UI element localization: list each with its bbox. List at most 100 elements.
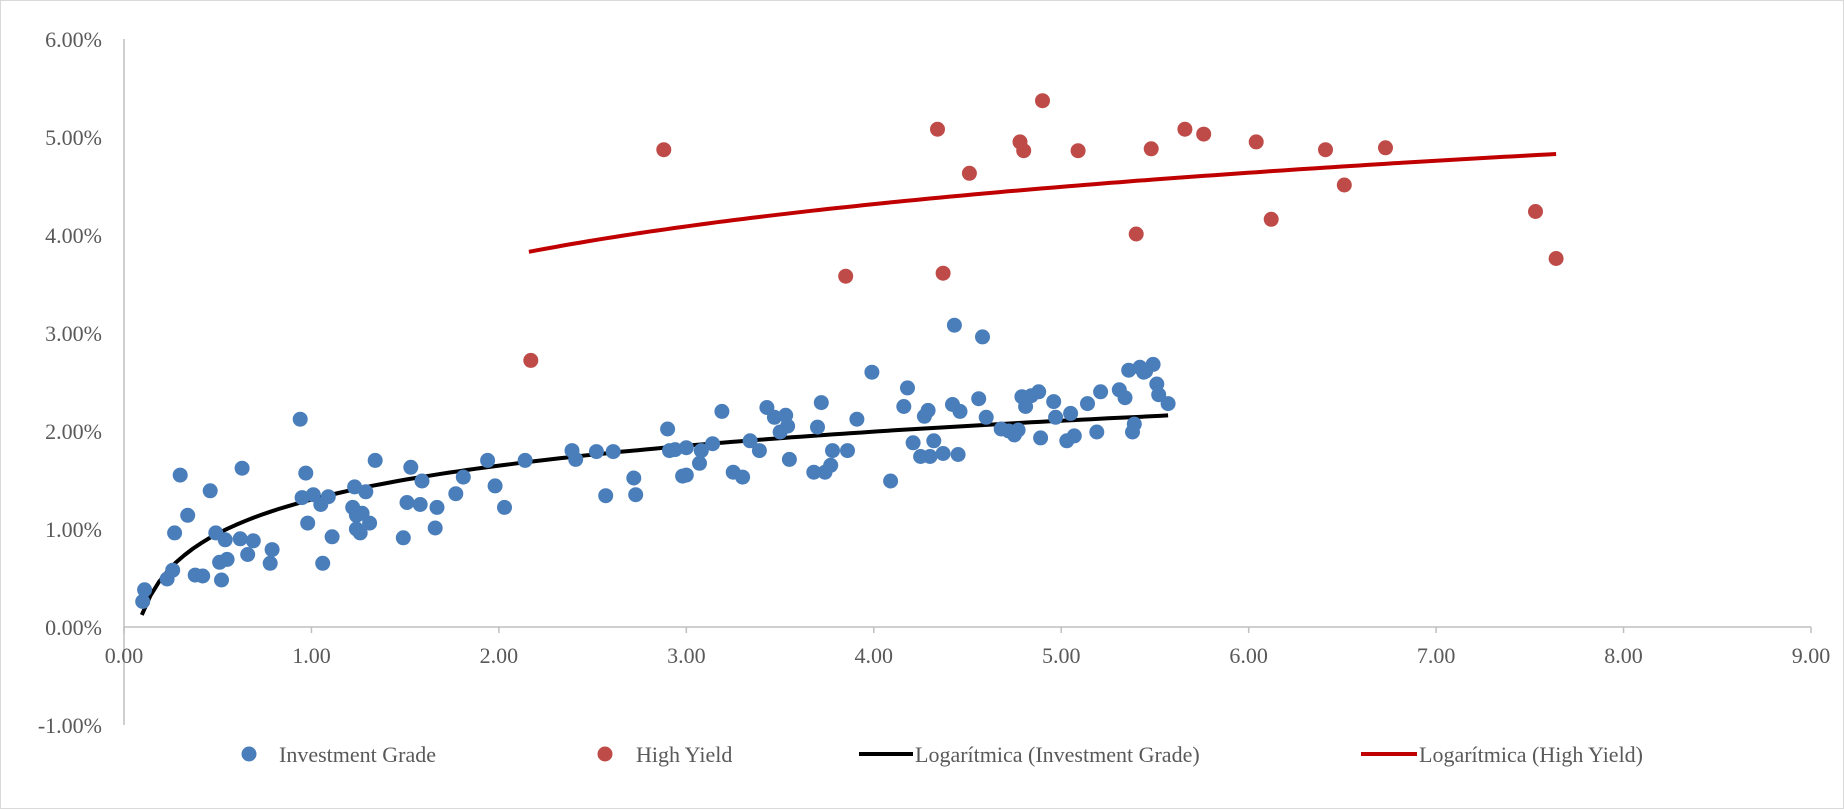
investment-grade-point	[975, 329, 990, 345]
high-yield-point	[1143, 141, 1159, 157]
high-yield-point	[523, 352, 539, 368]
y-tick-label: 5.00%	[45, 125, 102, 150]
high-yield-point	[656, 142, 672, 158]
investment-grade-point	[399, 495, 415, 510]
investment-grade-point	[1048, 409, 1064, 425]
investment-grade-point	[926, 433, 942, 449]
investment-grade-point	[217, 532, 233, 548]
high-yield-point	[1196, 126, 1212, 142]
legend-marker-investment-grade	[241, 746, 257, 762]
investment-grade-point	[1117, 390, 1133, 406]
y-tick-label: 1.00%	[45, 517, 102, 542]
high-yield-point	[1035, 93, 1050, 109]
investment-grade-point	[781, 451, 797, 467]
investment-grade-point	[864, 364, 880, 380]
investment-grade-point	[751, 443, 767, 459]
y-tick-label: 6.00%	[45, 27, 102, 52]
investment-grade-point	[165, 562, 181, 578]
investment-grade-point	[412, 497, 428, 512]
investment-grade-point	[232, 531, 248, 547]
investment-grade-point	[214, 572, 229, 588]
investment-grade-point	[298, 465, 314, 481]
investment-grade-point	[742, 433, 758, 449]
investment-grade-point	[605, 444, 621, 460]
investment-grade-point	[480, 452, 496, 468]
investment-grade-point	[292, 411, 308, 427]
investment-grade-point	[195, 568, 211, 584]
investment-grade-point	[1031, 384, 1047, 400]
investment-grade-point	[626, 470, 642, 486]
investment-grade-point	[922, 449, 938, 464]
y-tick-label: 0.00%	[45, 615, 102, 640]
investment-grade-point	[705, 436, 721, 452]
legend: Investment Grade High Yield Logarítmica (I…	[241, 742, 1643, 767]
investment-grade-point	[806, 464, 822, 480]
high-yield-point	[1177, 121, 1193, 137]
investment-grade-point	[598, 488, 614, 504]
investment-grade-point	[245, 533, 261, 549]
x-tick-label: 0.00	[105, 643, 144, 668]
x-tick-label: 4.00	[855, 643, 894, 668]
investment-grade-point	[240, 547, 256, 562]
investment-grade-point	[395, 530, 411, 546]
investment-grade-point	[262, 555, 278, 571]
investment-grade-point	[429, 499, 445, 515]
investment-grade-point	[896, 399, 912, 414]
high-yield-point	[1128, 226, 1144, 242]
investment-grade-point	[517, 452, 533, 468]
investment-grade-point	[678, 440, 694, 456]
investment-grade-point	[1063, 405, 1079, 421]
trendline-investment-grade	[139, 413, 1169, 616]
investment-grade-point	[1151, 387, 1167, 403]
investment-grade-point	[135, 594, 151, 609]
data-points	[135, 93, 1564, 609]
investment-grade-point	[978, 409, 994, 425]
high-yield-point	[1016, 143, 1032, 159]
investment-grade-point	[172, 467, 188, 483]
investment-grade-point	[1010, 422, 1026, 438]
investment-grade-point	[167, 525, 183, 541]
legend-label-high-yield: High Yield	[636, 742, 732, 767]
investment-grade-point	[766, 409, 782, 425]
investment-grade-point	[1066, 428, 1082, 444]
y-tick-label: 3.00%	[45, 321, 102, 346]
investment-grade-point	[455, 469, 471, 485]
investment-grade-point	[692, 455, 707, 471]
investment-grade-point	[448, 486, 464, 502]
investment-grade-point	[320, 489, 336, 505]
investment-grade-point	[810, 419, 825, 435]
y-tick-label: 4.00%	[45, 223, 102, 248]
high-yield-point	[1336, 177, 1352, 193]
high-yield-point	[961, 165, 977, 181]
legend-label-trend-high-yield: Logarítmica (High Yield)	[1419, 742, 1643, 767]
y-tick-label: 2.00%	[45, 419, 102, 444]
axes: -1.00% 0.00% 1.00% 2.00% 3.00% 4.00% 5.00% 6.00…	[38, 27, 1830, 738]
investment-grade-point	[347, 479, 363, 495]
x-tick-label: 8.00	[1604, 643, 1643, 668]
y-tick-label: -1.00%	[38, 713, 102, 738]
high-yield-point	[1248, 134, 1264, 150]
legend-label-investment-grade: Investment Grade	[279, 742, 436, 767]
investment-grade-point	[180, 507, 196, 523]
investment-grade-point	[324, 529, 340, 545]
investment-grade-point	[780, 418, 796, 434]
high-yield-point	[1263, 211, 1279, 227]
investment-grade-point	[358, 484, 374, 500]
investment-grade-point	[946, 317, 962, 333]
investment-grade-point	[693, 443, 709, 459]
investment-grade-point	[935, 446, 951, 461]
investment-grade-point	[568, 451, 584, 467]
investment-grade-point	[1089, 424, 1105, 440]
investment-grade-point	[905, 435, 921, 451]
investment-grade-point	[1126, 416, 1142, 432]
investment-grade-point	[1160, 396, 1176, 412]
high-yield-point	[930, 121, 945, 137]
investment-grade-point	[352, 525, 368, 541]
legend-label-trend-investment-grade: Logarítmica (Investment Grade)	[915, 742, 1200, 767]
x-tick-label: 2.00	[480, 643, 519, 668]
high-yield-point	[1548, 251, 1564, 266]
x-tick-label: 7.00	[1417, 643, 1456, 668]
investment-grade-point	[1145, 356, 1161, 372]
investment-grade-point	[315, 555, 331, 571]
legend-marker-high-yield	[597, 746, 613, 762]
